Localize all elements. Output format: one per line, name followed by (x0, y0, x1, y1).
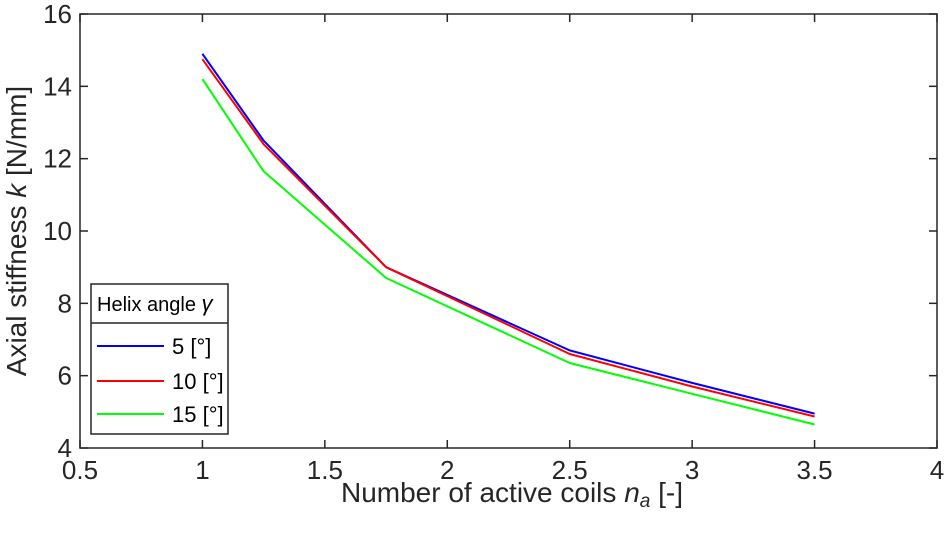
y-tick-label: 14 (43, 71, 72, 101)
legend-entries: 5 [°] 10 [°] 15 [°] (97, 334, 224, 427)
legend-label: 10 [°] (172, 369, 224, 394)
x-tick-label: 3.5 (796, 455, 832, 485)
series-line-1 (201, 53, 815, 415)
legend: Helix angle γ 5 [°] 10 [°] 15 [°] (90, 283, 229, 435)
y-tick-label: 6 (58, 361, 72, 391)
x-tick-label: 0.5 (62, 455, 98, 485)
series-lines (201, 53, 815, 426)
legend-title: Helix angle γ (97, 291, 215, 316)
legend-label: 5 [°] (172, 334, 211, 359)
y-axis-ticks: 4 6 8 10 12 14 16 (43, 0, 937, 463)
legend-label: 15 [°] (172, 402, 224, 427)
x-tick-label: 1.5 (307, 455, 343, 485)
x-tick-label: 2 (440, 455, 454, 485)
series-line-3 (201, 78, 815, 426)
y-tick-label: 16 (43, 0, 72, 29)
legend-box (90, 283, 229, 435)
y-tick-label: 10 (43, 216, 72, 246)
y-tick-label: 4 (58, 433, 72, 463)
y-axis-title: Axial stiffness k [N/mm] (1, 86, 32, 376)
x-tick-label: 3 (685, 455, 699, 485)
x-tick-label: 1 (195, 455, 209, 485)
y-tick-label: 12 (43, 144, 72, 174)
x-axis-ticks: 0.5 1 1.5 2 2.5 3 3.5 4 (62, 14, 944, 485)
x-tick-label: 2.5 (552, 455, 588, 485)
x-axis-title: Number of active coils na [-] (341, 477, 683, 512)
y-tick-label: 8 (58, 288, 72, 318)
series-line-2 (201, 58, 815, 418)
x-tick-label: 4 (930, 455, 944, 485)
